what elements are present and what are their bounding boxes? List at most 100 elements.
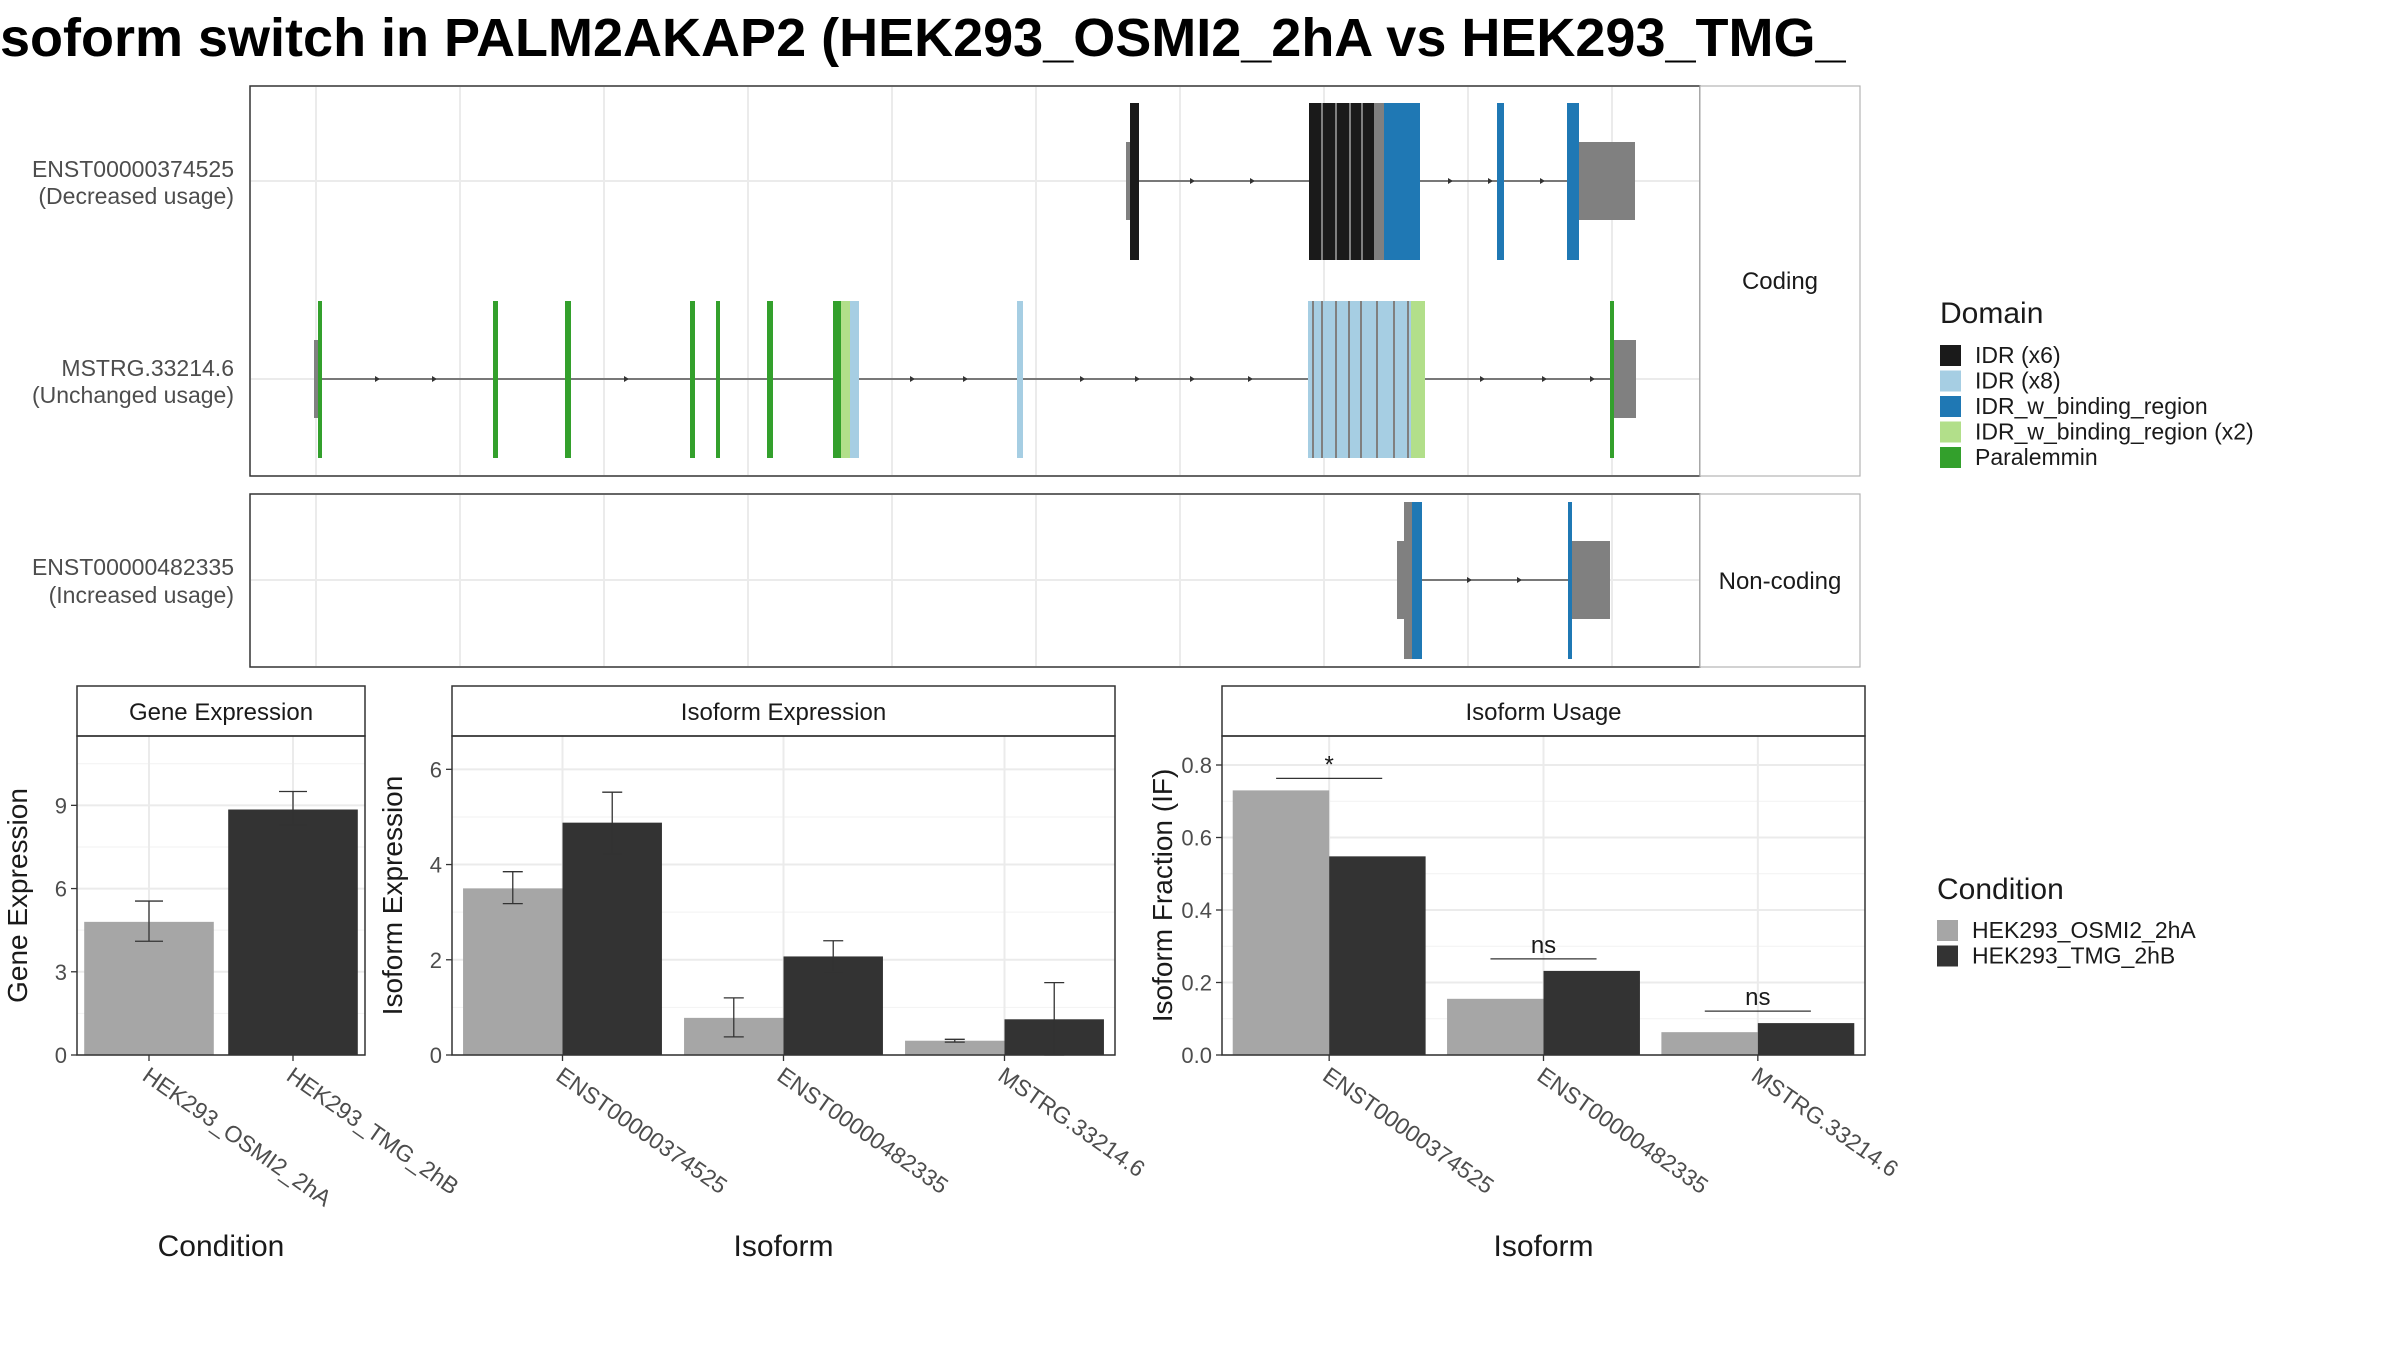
exon-idr-x6 — [1309, 103, 1377, 260]
coding-gridlines — [251, 87, 1699, 475]
significance-label: * — [1324, 751, 1333, 778]
exon-utr — [314, 340, 320, 418]
bar — [905, 1040, 1005, 1055]
legend-key — [1940, 421, 1961, 443]
isoform-track-enst00000482335 — [1397, 502, 1610, 659]
bar-charts: Gene Expression0369HEK293_OSMI2_2hAHEK29… — [2, 685, 1903, 1263]
exon-paralemmin — [1610, 301, 1614, 458]
significance-label: ns — [1745, 984, 1770, 1011]
figure-title: soform switch in PALM2AKAP2 (HEK293_OSMI… — [0, 8, 1846, 68]
domain-legend: Domain IDR (x6)IDR (x8)IDR_w_binding_reg… — [1940, 297, 2254, 470]
exon-paralemmin — [565, 301, 571, 458]
exon-utr — [1579, 142, 1635, 220]
x-tick-label: ENST00000482335 — [1533, 1062, 1713, 1199]
noncoding-strip-label: Non-coding — [1719, 568, 1842, 595]
bar — [84, 921, 214, 1055]
exon-idr-binding — [1568, 502, 1572, 659]
domain-legend-title: Domain — [1940, 297, 2043, 330]
bar — [1661, 1032, 1758, 1055]
legend-label: IDR (x6) — [1975, 342, 2061, 368]
x-tick-label: ENST00000374525 — [1318, 1062, 1498, 1199]
isoform-track-enst00000374525 — [1126, 103, 1635, 260]
y-tick-label: 6 — [430, 757, 442, 782]
bar — [1329, 856, 1426, 1055]
y-tick-label: 0.0 — [1181, 1043, 1212, 1068]
exon-idr-x8 — [1017, 301, 1023, 458]
y-tick-label: 0.6 — [1181, 826, 1212, 851]
y-tick-label: 0 — [430, 1043, 442, 1068]
panel-title: Isoform Expression — [681, 699, 886, 726]
exon-boundaries — [1321, 103, 1363, 260]
panel-strip — [1221, 685, 1866, 737]
legend-label: IDR_w_binding_region — [1975, 393, 2208, 419]
chart-panel: Isoform Expression 0 2 4 6 ENST00000374525 ENS… — [377, 685, 1150, 1263]
exon-idr-binding — [1567, 103, 1579, 260]
significance-label: ns — [1531, 932, 1556, 959]
exon-utr — [1614, 340, 1636, 418]
legend-key — [1940, 396, 1961, 417]
legend-key — [1940, 370, 1961, 392]
panel-border — [76, 735, 366, 1056]
legend-key — [1940, 447, 1961, 468]
bar — [1543, 970, 1640, 1055]
condition-legend-title: Condition — [1937, 873, 2064, 906]
x-axis-title: Isoform — [1493, 1230, 1593, 1263]
panel-strip — [76, 685, 366, 737]
bar — [562, 822, 662, 1055]
intron-arrows — [1467, 577, 1522, 583]
y-tick-label: 9 — [55, 793, 67, 818]
y-tick-label: 0.4 — [1181, 898, 1212, 923]
panel-title: Gene Expression — [129, 699, 313, 726]
exon-noncoding — [1397, 541, 1405, 619]
bar — [1232, 790, 1330, 1055]
exon-paralemmin — [318, 301, 322, 458]
legend-label: IDR (x8) — [1975, 368, 2061, 394]
y-tick-label: 4 — [430, 853, 442, 878]
isoform-label-id: ENST00000374525 — [32, 156, 234, 182]
legend-label: HEK293_TMG_2hB — [1972, 943, 2175, 969]
isoform-label-id: ENST00000482335 — [32, 554, 234, 580]
isoform-label-status: (Unchanged usage) — [32, 382, 234, 408]
chart-panel: Isoform Usage * ns ns 0.0 0.2 0.4 0.6 0.8 ENST000… — [1147, 685, 1903, 1263]
intron-arrows — [375, 376, 1595, 382]
exon-utr — [1126, 142, 1132, 220]
bar — [783, 956, 883, 1055]
panel-title: Isoform Usage — [1465, 699, 1621, 726]
exon-idr-binding-x2 — [1411, 301, 1425, 458]
y-axis-title: Isoform Fraction (IF) — [1147, 769, 1178, 1023]
bar — [463, 888, 563, 1055]
legend-label: IDR_w_binding_region (x2) — [1975, 419, 2254, 445]
x-tick-label: ENST00000374525 — [552, 1062, 732, 1199]
exon-paralemmin — [690, 301, 695, 458]
y-axis-title: Gene Expression — [2, 788, 33, 1003]
exon-noncoding — [1572, 541, 1610, 619]
legend-key — [1940, 345, 1961, 366]
legend-label: Paralemmin — [1975, 444, 2098, 470]
x-tick-label: MSTRG.33214.6 — [994, 1062, 1150, 1182]
bar — [1447, 998, 1544, 1055]
structure-panel: Coding Non-coding ENST00000374525 (Decre… — [32, 85, 1861, 668]
exon-paralemmin — [767, 301, 773, 458]
exon-idr-binding — [1412, 502, 1422, 659]
exon-paralemmin — [716, 301, 720, 458]
bar — [1757, 1023, 1855, 1055]
legend-label: HEK293_OSMI2_2hA — [1972, 917, 2196, 943]
exon-idr-x8 — [1308, 301, 1411, 458]
y-tick-label: 0 — [55, 1043, 67, 1068]
exon-paralemmin — [493, 301, 498, 458]
isoform-label-status: (Increased usage) — [49, 582, 234, 608]
legend-key — [1937, 920, 1958, 941]
bar — [228, 809, 358, 1055]
y-tick-label: 6 — [55, 877, 67, 902]
exon-idr-x8 — [850, 301, 859, 458]
y-tick-label: 0.2 — [1181, 971, 1212, 996]
coding-panel-border — [249, 85, 1701, 477]
x-tick-label: MSTRG.33214.6 — [1747, 1062, 1903, 1182]
noncoding-strip — [1699, 493, 1861, 668]
isoform-label-status: (Decreased usage) — [38, 183, 234, 209]
panel-strip — [451, 685, 1116, 737]
exon-idr-binding — [1384, 103, 1420, 260]
exon-paralemmin — [833, 301, 841, 458]
